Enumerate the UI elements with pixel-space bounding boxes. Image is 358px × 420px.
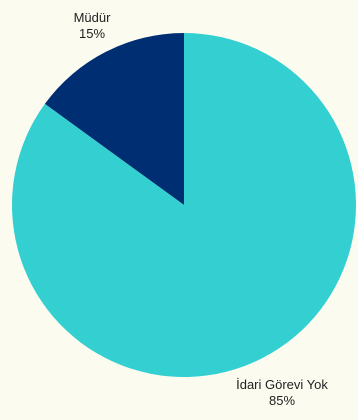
pie-slices	[12, 33, 356, 377]
pie-slice-0	[44, 33, 184, 205]
slice-label-idari-gorevi-yok: İdari Görevi Yok	[236, 377, 328, 392]
slice-percent-idari-gorevi-yok: 85%	[269, 393, 295, 408]
pie-slice-1	[12, 33, 356, 377]
slice-label-mudur: Müdür	[74, 10, 112, 25]
slice-percent-mudur: 15%	[79, 26, 105, 41]
